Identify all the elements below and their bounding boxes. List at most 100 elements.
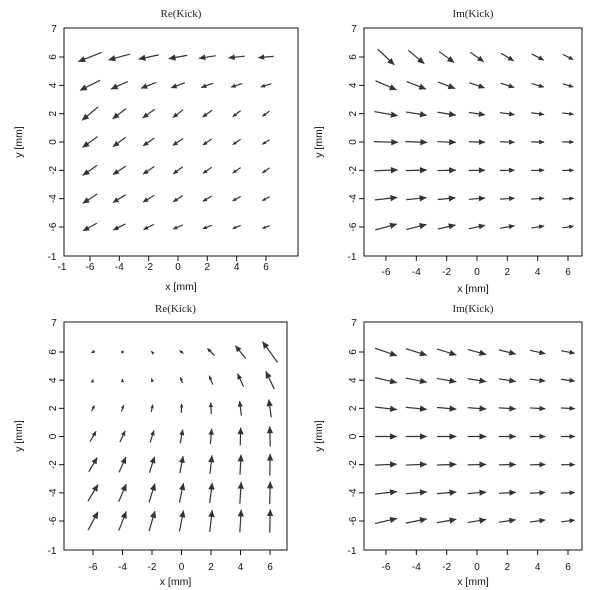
x-tick-label: 4 [535, 267, 541, 278]
vector-arrow [529, 461, 546, 468]
arrow-head [172, 225, 178, 230]
vector-arrow [377, 48, 395, 66]
arrow-head [262, 141, 267, 145]
arrow-head [539, 489, 546, 496]
x-tick-label: 6 [565, 267, 571, 278]
arrow-head [265, 371, 272, 379]
vector-arrow [148, 510, 157, 532]
vector-arrow [121, 350, 124, 354]
arrow-head [168, 54, 176, 61]
arrow-head [508, 111, 515, 117]
vector-arrow [467, 405, 487, 412]
arrow-head [91, 457, 98, 465]
arrow-head [419, 111, 428, 118]
arrow-head [180, 377, 184, 381]
arrow-head [120, 511, 127, 519]
vector-arrow [529, 489, 546, 496]
arrow-head [389, 222, 398, 229]
y-tick-label-bottom: -1 [48, 252, 57, 263]
vector-arrow [262, 225, 270, 229]
arrow-head [266, 453, 274, 461]
arrow-head [91, 405, 95, 410]
vector-arrow [560, 405, 576, 411]
arrow-head [419, 223, 427, 230]
arrow-head [569, 377, 576, 383]
x-tick-label: -6 [382, 562, 391, 573]
vector-arrow [469, 82, 485, 89]
x-tick-label: 2 [205, 262, 211, 273]
vector-arrow [374, 195, 398, 202]
arrow-head [449, 517, 457, 524]
y-tick-label: 6 [348, 54, 359, 60]
arrow-head [262, 225, 266, 229]
vector-arrow [531, 53, 544, 61]
x-tick-label-end: -1 [58, 262, 67, 273]
vector-arrow [436, 433, 457, 440]
arrow-head [539, 139, 545, 145]
panel-re-kick-bottom-left: Re(Kick) -6 -4 -2 0 2 4 6 -6 -4 -2 0 2 4 6 7 -1 x [mm] y [… [13, 303, 288, 588]
arrow-head [568, 224, 574, 229]
vector-arrow [237, 454, 244, 475]
arrow-head [538, 349, 546, 356]
arrow-head [569, 349, 576, 355]
panel-im-kick-top-right: Im(Kick) -6 -4 -2 0 2 4 6 -6 -4 -2 0 2 4 6 7 -1 x [mm] y [… [313, 8, 583, 295]
arrow-head [477, 55, 485, 62]
vector-arrow [262, 139, 270, 145]
x-tick-label: -4 [115, 262, 124, 273]
arrow-head [90, 379, 94, 383]
vector-arrow [265, 371, 275, 390]
vector-arrow [437, 110, 457, 118]
vector-arrow [82, 136, 98, 148]
vector-arrow [202, 195, 212, 202]
arrow-head [419, 489, 428, 496]
vector-arrow [112, 108, 127, 120]
arrow-head [232, 197, 237, 202]
arrow-head [417, 56, 425, 64]
arrow-head [479, 489, 487, 496]
y-tick-label: 6 [348, 349, 359, 355]
vector-arrow [172, 195, 183, 203]
arrow-head [509, 405, 517, 412]
arrow-head [449, 405, 457, 412]
y-tick-label: -2 [348, 165, 359, 174]
y-axis-label: y [mm] [13, 126, 25, 158]
vector-arrow [178, 510, 186, 532]
vector-arrow [266, 426, 274, 447]
y-tick-label-bottom: -1 [48, 546, 57, 557]
arrow-head [449, 377, 457, 384]
arrow-head [237, 481, 244, 489]
arrow-head [420, 138, 428, 146]
vector-arrow [529, 377, 546, 384]
arrow-head [479, 517, 487, 524]
arrow-head [198, 54, 206, 61]
vector-arrow [499, 224, 515, 230]
vector-arrow [437, 223, 456, 230]
arrow-head [78, 56, 86, 63]
vector-arrow [149, 456, 156, 473]
arrow-head [202, 197, 208, 202]
vector-arrow [405, 167, 428, 174]
arrow-head [237, 427, 244, 435]
vector-arrow [230, 83, 243, 88]
arrow-head [179, 350, 184, 354]
arrow-head [391, 139, 399, 146]
arrow-head [419, 167, 428, 174]
arrow-head [478, 349, 487, 356]
x-tick-label: -6 [86, 262, 95, 273]
y-tick-label: -4 [48, 488, 59, 497]
vector-arrow [232, 110, 241, 118]
x-tick-label: 4 [238, 562, 244, 573]
vector-arrow [408, 49, 425, 65]
vector-arrow [173, 166, 183, 175]
arrow-head [112, 112, 120, 119]
x-tick-label: -2 [442, 267, 451, 278]
vector-arrow [112, 194, 126, 203]
arrow-head [202, 112, 208, 118]
vector-arrow [498, 461, 517, 468]
arrow-head [81, 113, 90, 121]
vector-arrow [560, 518, 576, 524]
vector-arrow [560, 349, 576, 355]
vector-arrow [562, 83, 574, 88]
x-tick-label: 2 [505, 267, 511, 278]
vector-arrow [499, 195, 515, 202]
